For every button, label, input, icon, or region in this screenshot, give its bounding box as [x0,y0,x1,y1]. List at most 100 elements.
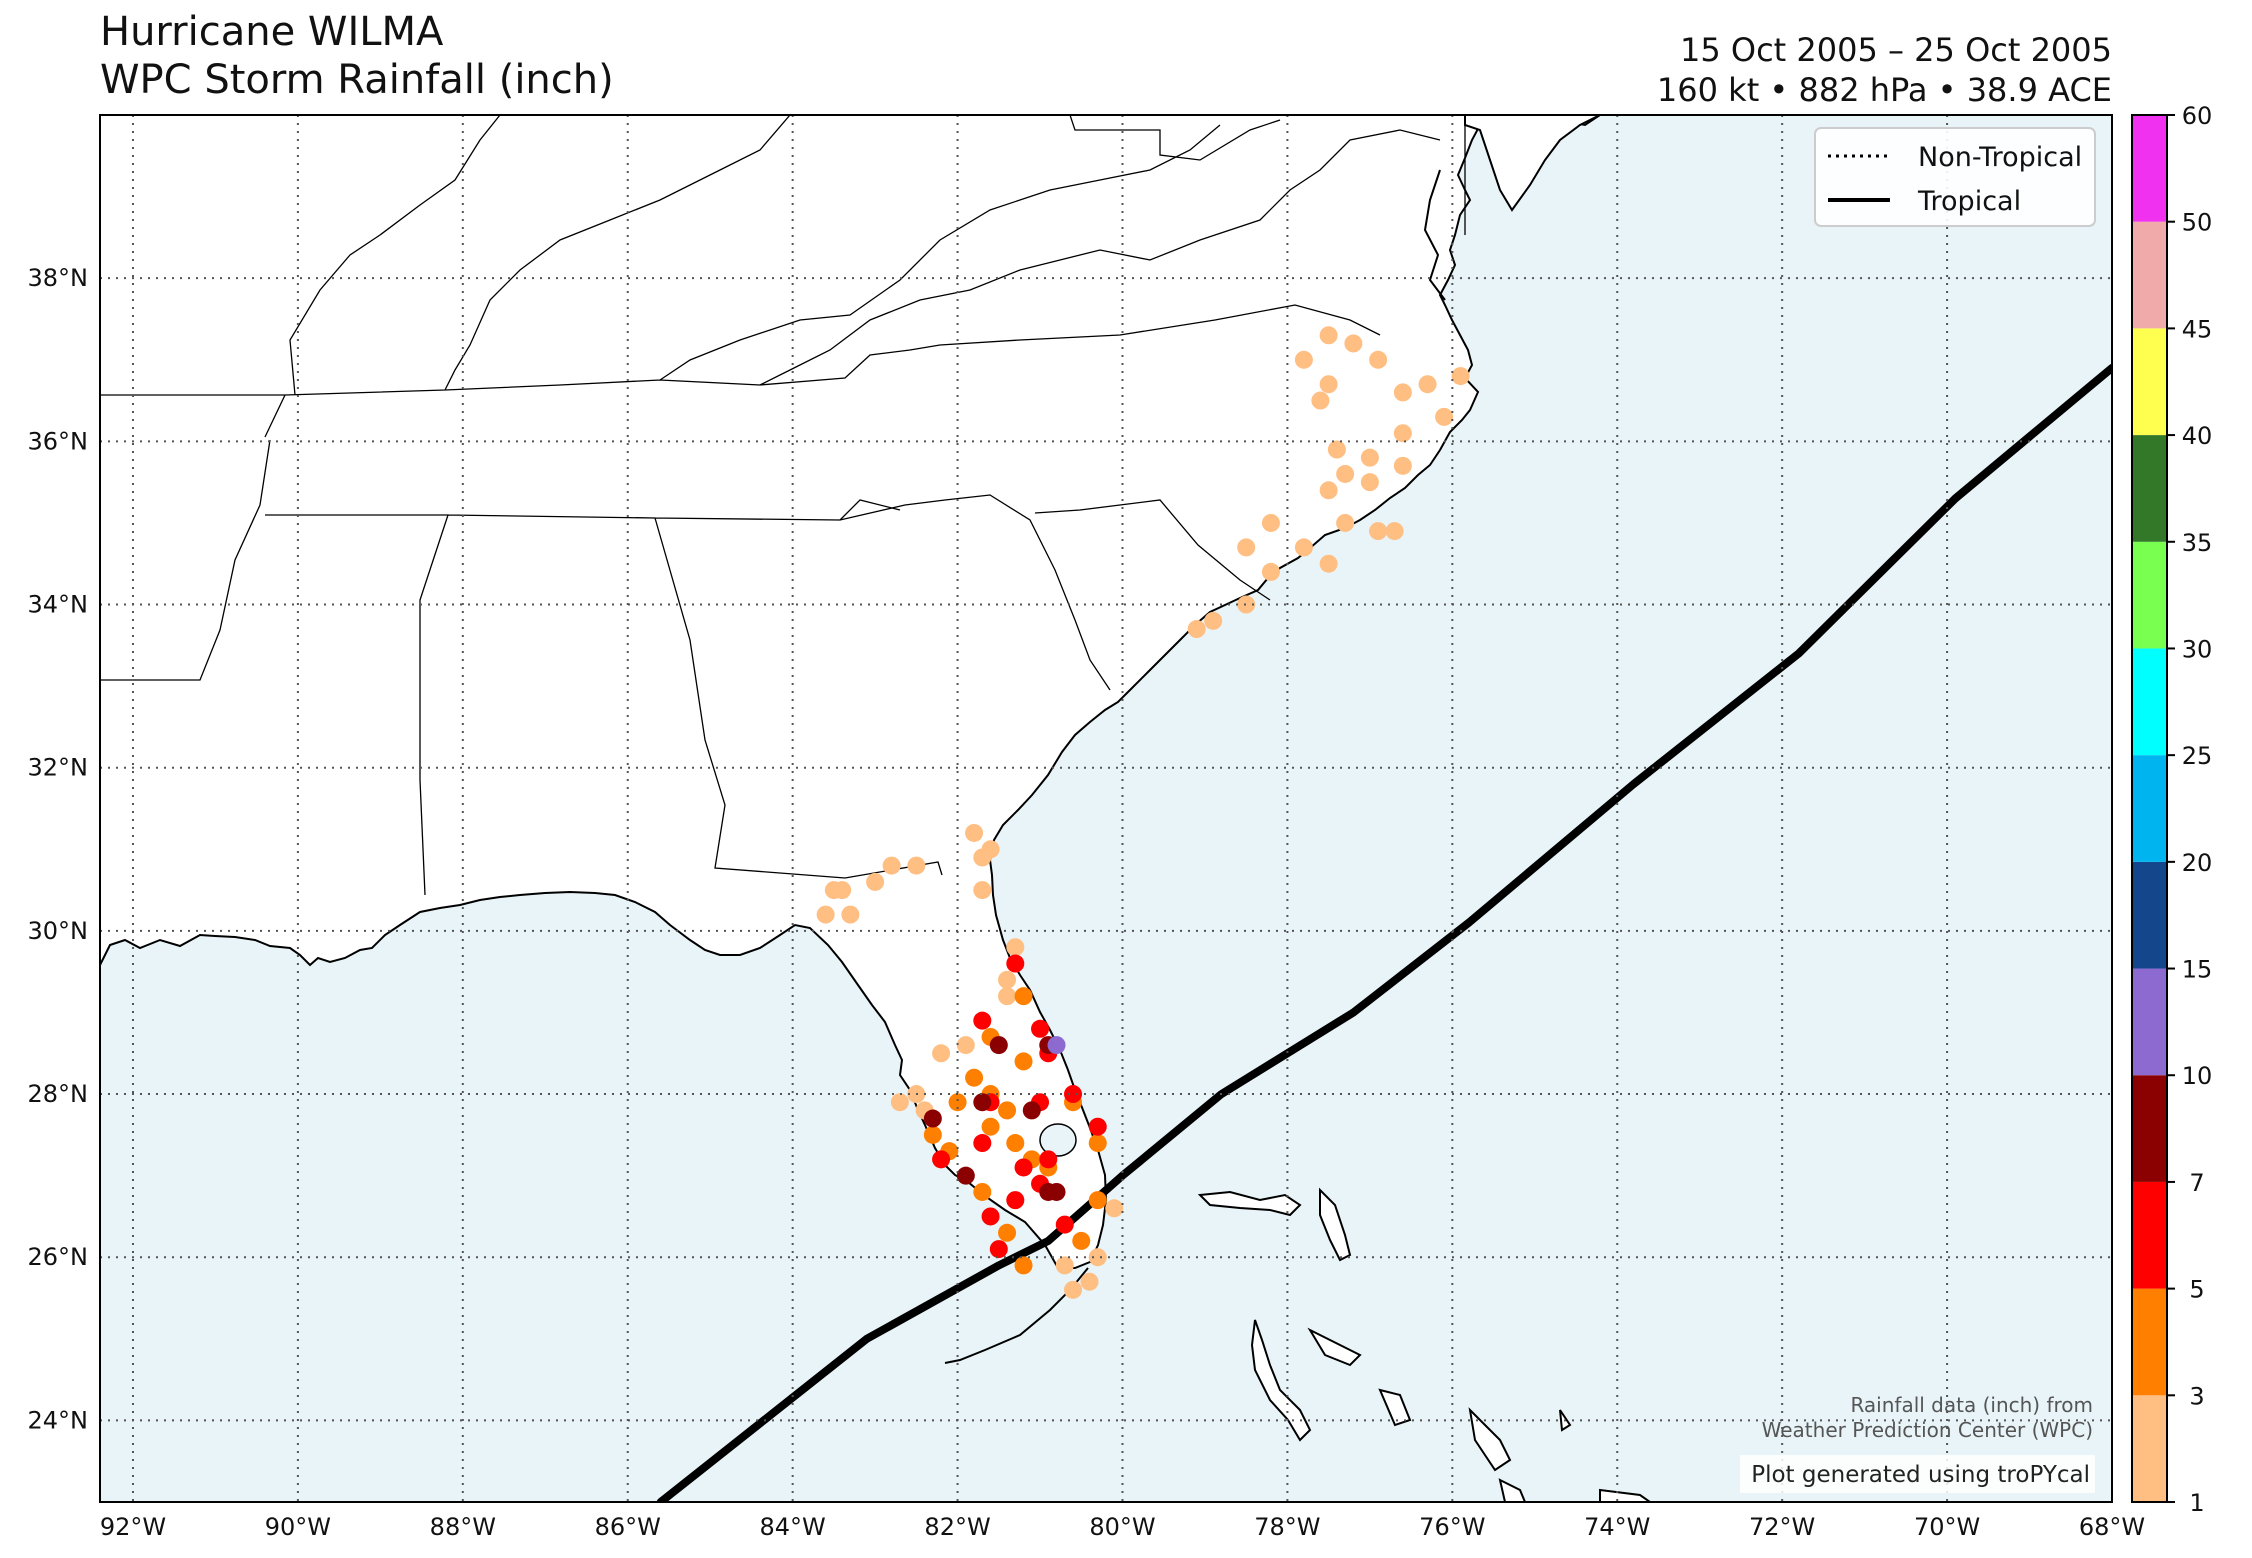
rainfall-point [973,1011,992,1030]
legend-tropical-label: Tropical [1917,186,2021,217]
rainfall-point [1014,1158,1033,1177]
rainfall-point [1064,1280,1083,1299]
track-legend: Non-Tropical Tropical [1814,127,2096,227]
rainfall-point [1418,375,1437,394]
colorbar-segment [2132,1181,2167,1289]
colorbar-frame [2131,114,2168,1503]
rainfall-point [1088,1134,1107,1153]
lon-tick-label: 88°W [430,1513,496,1541]
colorbar-tick-label: 3 [2189,1382,2204,1410]
rainfall-point [1006,954,1025,973]
rainfall-point [989,1240,1008,1259]
rainfall-point [1369,350,1388,369]
colorbar-tick-label: 50 [2182,209,2213,237]
lon-tick-label: 70°W [1914,1513,1980,1541]
map-frame [99,114,2113,1503]
colorbar-segment [2132,1395,2167,1502]
rainfall-point [1047,1182,1066,1201]
rainfall-point [1064,1085,1083,1104]
legend-non-tropical-label: Non-Tropical [1918,142,2082,173]
rainfall-point [1385,522,1404,541]
credit-line-2: Weather Prediction Center (WPC) [1762,1418,2093,1442]
lon-tick-label: 82°W [924,1513,990,1541]
rainfall-point [973,848,992,867]
rainfall-point [973,1134,992,1153]
colorbar-segment [2132,435,2167,542]
rainfall-point [1344,334,1363,353]
rainfall-point [1031,1019,1050,1038]
lat-tick-label: 32°N [28,754,89,782]
colorbar-segment [2132,1075,2167,1182]
rainfall-point [1393,456,1412,475]
rainfall-point [841,905,860,924]
rainfall-point [1393,383,1412,402]
colorbar-segment [2132,755,2167,862]
lon-tick-label: 68°W [2079,1513,2145,1541]
rainfall-point [932,1044,951,1063]
storm-stats: 160 kt • 882 hPa • 38.9 ACE [1656,71,2112,109]
rainfall-point [1319,481,1338,500]
rainfall-point [998,1101,1017,1120]
rainfall-point [948,1093,967,1112]
rainfall-point [981,1117,1000,1136]
colorbar-tick-label: 45 [2182,315,2213,343]
rainfall-point [1014,1256,1033,1275]
colorbar-segment [2132,968,2167,1076]
rainfall-points [816,326,1470,1299]
lat-tick-label: 34°N [28,591,89,619]
chesapeake-bay [1423,169,1446,301]
rainfall-point [973,1093,992,1112]
colorbar-tick-label: 7 [2189,1169,2204,1197]
credit-line-3: Plot generated using troPYcal [1751,1462,2090,1488]
rainfall-point [1014,1052,1033,1071]
rainfall-point [923,1125,942,1144]
date-range: 15 Oct 2005 – 25 Oct 2005 [1680,31,2112,69]
storm-track-tropical [656,363,2112,1502]
rainfall-point [1261,562,1280,581]
rainfall-point [1022,1101,1041,1120]
bahamas-islands [1197,1187,1652,1502]
rainfall-point [1435,407,1454,426]
lat-tick-label: 36°N [28,427,89,455]
colorbar-tick-label: 15 [2182,956,2213,984]
rainfall-point [882,856,901,875]
lon-tick-label: 74°W [1584,1513,1650,1541]
colorbar-tick-label: 40 [2182,422,2213,450]
title-block: Hurricane WILMA WPC Storm Rainfall (inch… [100,8,614,104]
rainfall-point [866,872,885,891]
rainfall-point [923,1109,942,1128]
lon-tick-label: 92°W [100,1513,166,1541]
latitude-labels: 38°N 36°N 34°N 32°N 30°N 28°N 26°N 24°N [28,264,89,1434]
rainfall-point [932,1150,951,1169]
rainfall-point [1088,1117,1107,1136]
rainfall-point [998,970,1017,989]
rainfall-point [1088,1248,1107,1267]
lat-tick-label: 28°N [28,1080,89,1108]
colorbar-tick-label: 1 [2189,1489,2204,1517]
colorbar-tick-label: 60 [2182,102,2213,130]
lake-okeechobee [1039,1123,1077,1157]
storm-info: 15 Oct 2005 – 25 Oct 2005 160 kt • 882 h… [1657,30,2112,110]
lat-tick-label: 24°N [28,1406,89,1434]
rainfall-point [1319,554,1338,573]
rainfall-point [973,881,992,900]
rainfall-point [973,1182,992,1201]
land-mass [100,115,1602,1269]
rainfall-point [1055,1256,1074,1275]
longitude-labels: 92°W 90°W 88°W 86°W 84°W 82°W 80°W 78°W 76°W 74°W… [100,1513,2145,1541]
rainfall-point [965,823,984,842]
lat-tick-label: 30°N [28,917,89,945]
colorbar-segment [2132,221,2167,329]
delmarva-coast [1464,115,1601,212]
lon-tick-label: 78°W [1254,1513,1320,1541]
credit-box [1740,1455,2095,1493]
rainfall-point [965,1068,984,1087]
rainfall-point [1319,326,1338,345]
rainfall-point [1088,1191,1107,1210]
colorbar-segment [2132,328,2167,436]
rainfall-point [1080,1272,1099,1291]
map-subtitle: WPC Storm Rainfall (inch) [100,57,614,103]
credits: Rainfall data (inch) from Weather Predic… [1740,1393,2095,1493]
